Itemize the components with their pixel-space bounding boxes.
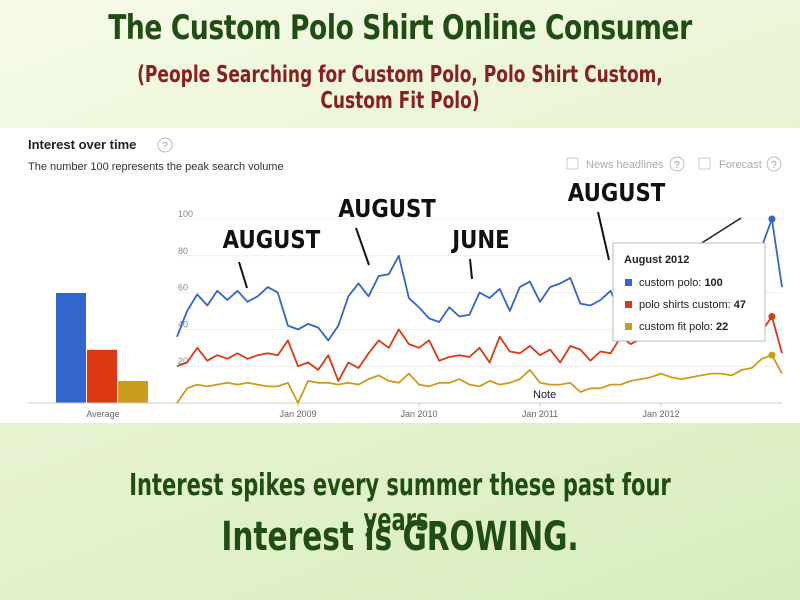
tooltip: August 2012 custom polo: 100 polo shirts…: [612, 217, 766, 342]
forecast-checkbox[interactable]: [698, 157, 711, 170]
y-tick-label: 20: [178, 356, 188, 366]
average-bar-polo-shirts-custom: [87, 349, 117, 403]
forecast-label: Forecast: [719, 159, 762, 171]
average-bars: [56, 293, 148, 403]
annotations: AUGUST AUGUST JUNE AUGUST: [223, 178, 666, 289]
tooltip-swatch-custom-fit-polo: [625, 323, 632, 330]
tooltip-pointer: [696, 217, 742, 247]
help-icon[interactable]: ?: [157, 137, 173, 153]
x-tick-label: Jan 2009: [279, 409, 316, 419]
annotation-arrow: [238, 261, 248, 289]
annotation-june-2010: JUNE: [450, 225, 509, 254]
average-label: Average: [86, 409, 119, 419]
note-label: Note: [533, 389, 556, 401]
y-tick-labels: 20 40 60 80 100: [178, 209, 193, 366]
page-title: The Custom Polo Shirt Online Consumer: [108, 8, 692, 48]
annotation-august-2008: AUGUST: [223, 225, 321, 254]
tooltip-row-label: custom fit polo: 22: [639, 321, 728, 333]
average-bar-custom-fit-polo: [118, 381, 148, 403]
x-tick-label: Jan 2012: [642, 409, 679, 419]
annotation-arrow: [355, 227, 370, 266]
page-subtitle: (People Searching for Custom Polo, Polo …: [137, 62, 663, 114]
x-tick-label: Jan 2010: [400, 409, 437, 419]
annotation-arrow: [597, 211, 610, 261]
x-tick-label: Jan 2011: [522, 409, 558, 419]
tooltip-row-label: custom polo: 100: [639, 277, 723, 289]
tooltip-swatch-custom-polo: [625, 279, 632, 286]
news-headlines-label: News headlines: [586, 159, 664, 171]
tooltip-title: August 2012: [624, 254, 689, 266]
annotation-august-2009: AUGUST: [338, 194, 436, 223]
chart-description: The number 100 represents the peak searc…: [28, 161, 284, 173]
y-tick-label: 60: [178, 283, 188, 293]
tooltip-swatch-polo-shirts-custom: [625, 301, 632, 308]
x-tick-labels: Jan 2009 Jan 2010 Jan 2011 Jan 2012: [279, 403, 680, 419]
interest-over-time-chart: Interest over time ? The number 100 repr…: [28, 137, 783, 419]
tooltip-row-label: polo shirts custom: 47: [639, 299, 746, 311]
chart-heading: Interest over time: [28, 137, 136, 152]
annotation-august-2011: AUGUST: [568, 178, 666, 207]
highlight-point: [768, 215, 776, 223]
series-line-custom-fit-polo: [176, 354, 783, 404]
y-tick-label: 80: [178, 246, 188, 256]
forecast-help-icon[interactable]: ?: [766, 156, 782, 172]
average-bar-custom-polo: [56, 293, 86, 403]
y-tick-label: 100: [178, 209, 193, 219]
forecast-help-glyph: ?: [771, 160, 777, 171]
news-headlines-checkbox[interactable]: [566, 157, 579, 170]
footer-line-2: Interest is GROWING.: [221, 514, 579, 560]
tooltip-box: [612, 242, 766, 342]
news-help-glyph: ?: [674, 160, 680, 171]
y-tick-label: 40: [178, 319, 188, 329]
footer-line-1: Interest spikes every summer these past …: [129, 468, 671, 538]
highlight-point: [768, 313, 776, 321]
highlight-point: [768, 351, 776, 359]
chart-panel: Interest over time ? The number 100 repr…: [0, 128, 800, 423]
help-icon-glyph: ?: [162, 141, 168, 152]
annotation-arrow: [469, 258, 473, 280]
news-help-icon[interactable]: ?: [669, 156, 685, 172]
